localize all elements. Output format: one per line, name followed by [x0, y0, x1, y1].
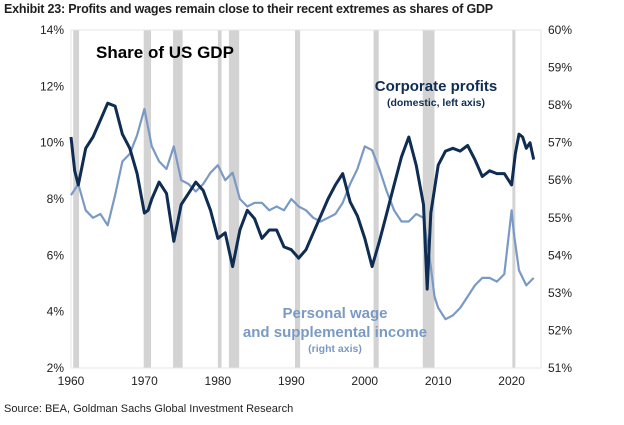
recession-band — [373, 30, 379, 368]
recession-band — [422, 30, 435, 368]
recession-band — [294, 30, 301, 368]
recession-band — [143, 30, 152, 368]
y-right-tick-label: 58% — [548, 98, 572, 112]
y-right-tick-label: 51% — [548, 361, 572, 375]
x-tick-label: 1960 — [58, 374, 85, 388]
y-right-tick-label: 60% — [548, 23, 572, 37]
y-left-tick-label: 2% — [47, 361, 65, 375]
y-left-tick-label: 10% — [40, 136, 64, 150]
chart-title: Share of US GDP — [96, 43, 234, 62]
x-tick-label: 2000 — [351, 374, 378, 388]
axis-ticks: 1960 1970 1980 1990 2000 2010 2020 2% 4% 6% 8% 10% 1… — [40, 23, 572, 388]
x-tick-label: 1980 — [205, 374, 232, 388]
x-tick-label: 1970 — [131, 374, 158, 388]
wages-series-label-line2: and supplemental income — [243, 324, 427, 341]
y-right-tick-label: 56% — [548, 173, 572, 187]
x-tick-label: 2020 — [498, 374, 525, 388]
y-left-tick-label: 14% — [40, 23, 64, 37]
y-left-tick-label: 4% — [47, 305, 65, 319]
y-right-tick-label: 55% — [548, 211, 572, 225]
wage-income-line — [70, 107, 535, 321]
x-tick-label: 1990 — [278, 374, 305, 388]
series-lines — [69, 101, 536, 321]
y-right-tick-label: 54% — [548, 248, 572, 262]
y-right-tick-label: 52% — [548, 323, 572, 337]
profits-series-sublabel: (domestic, left axis) — [387, 97, 485, 109]
plot-frame — [70, 29, 542, 369]
recession-band — [228, 30, 240, 368]
y-left-tick-label: 6% — [47, 248, 65, 262]
corporate-profits-line — [69, 101, 536, 291]
wages-series-label-line1: Personal wage — [282, 305, 387, 322]
recession-band — [173, 30, 183, 368]
recession-band — [512, 30, 516, 368]
source-note: Source: BEA, Goldman Sachs Global Invest… — [4, 403, 294, 415]
recession-bands — [73, 30, 516, 368]
y-right-tick-label: 53% — [548, 286, 572, 300]
recession-band — [217, 30, 222, 368]
x-tick-label: 2010 — [425, 374, 452, 388]
profits-series-label: Corporate profits — [375, 78, 498, 95]
y-right-tick-label: 59% — [548, 61, 572, 75]
y-right-tick-label: 57% — [548, 136, 572, 150]
exhibit-title: Exhibit 23: Profits and wages remain clo… — [4, 2, 493, 16]
y-left-tick-label: 8% — [47, 192, 65, 206]
wages-series-sublabel: (right axis) — [308, 343, 362, 355]
y-left-tick-label: 12% — [40, 79, 64, 93]
recession-band — [73, 30, 80, 368]
